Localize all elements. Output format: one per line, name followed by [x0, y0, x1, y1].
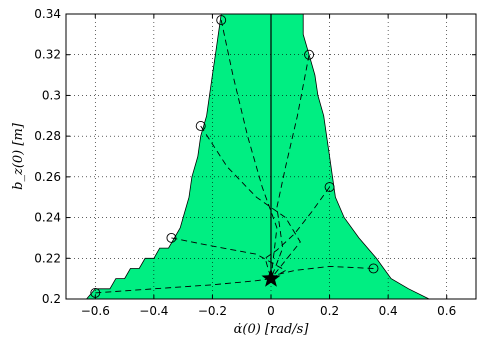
x-tick-label-6: 0.6 [437, 304, 456, 318]
x-tick-label-4: 0.2 [320, 304, 339, 318]
start-point-0 [216, 15, 227, 26]
feasible-region [85, 13, 430, 300]
y-tick-label-5: 0.3 [42, 88, 61, 102]
y-tick-label-6: 0.32 [34, 48, 61, 62]
x-tick-label-5: 0.4 [379, 304, 398, 318]
start-point-2 [195, 121, 206, 131]
trajectory-2 [200, 125, 301, 279]
x-tick-label-1: −0.4 [139, 304, 168, 318]
y-tick-label-4: 0.28 [34, 129, 61, 143]
y-axis-label: b_z(0) [m] [11, 122, 26, 190]
y-tick-label-2: 0.24 [34, 211, 61, 225]
feasible-region-layer [85, 13, 430, 300]
start-point-1 [304, 49, 315, 60]
markers-layer [90, 15, 379, 298]
target-star [261, 268, 281, 287]
start-point-4 [166, 232, 177, 243]
x-axis-label: α̇(0) [rad/s] [234, 322, 310, 337]
trajectory-3 [264, 186, 330, 279]
start-point-3 [324, 182, 335, 192]
y-tick-label-0: 0.2 [42, 292, 61, 306]
y-tick-label-1: 0.22 [34, 251, 61, 265]
plot-area: −0.6 −0.4 −0.2 0 0.2 0.4 0.6 0.2 0.22 0.24 0.26 0.2… [34, 7, 477, 318]
start-point-5 [368, 263, 379, 274]
trajectory-1 [270, 54, 310, 279]
y-tick-label-3: 0.26 [34, 170, 61, 184]
trajectory-4 [171, 237, 287, 279]
ticks-layer: −0.6 −0.4 −0.2 0 0.2 0.4 0.6 0.2 0.22 0.24 0.26 0.2… [34, 7, 476, 318]
y-tick-label-7: 0.34 [34, 7, 61, 21]
x-tick-label-0: −0.6 [81, 304, 110, 318]
x-tick-label-3: 0 [267, 304, 275, 318]
trajectories-layer [95, 14, 374, 294]
trajectory-0 [220, 20, 278, 279]
x-tick-label-2: −0.2 [198, 304, 227, 318]
